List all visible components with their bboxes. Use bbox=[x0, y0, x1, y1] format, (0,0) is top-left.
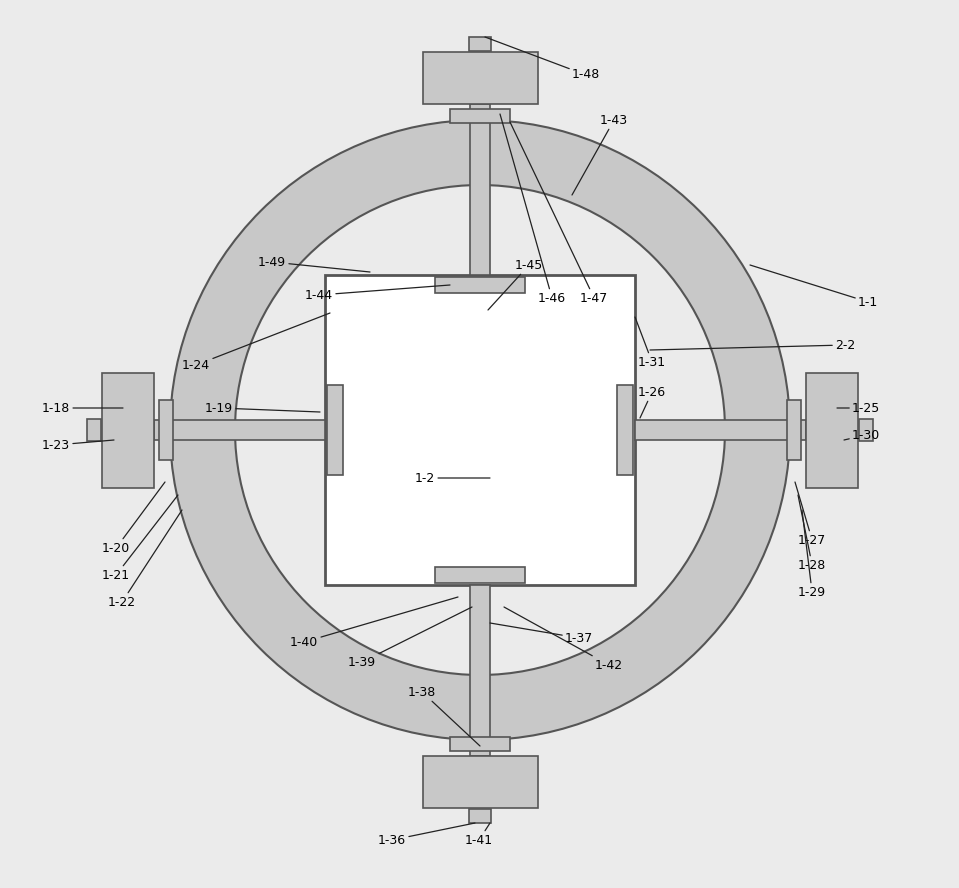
Text: 1-2: 1-2 bbox=[415, 472, 490, 485]
Text: 2-2: 2-2 bbox=[650, 338, 855, 352]
Text: 1-24: 1-24 bbox=[182, 313, 330, 371]
Text: 1-26: 1-26 bbox=[638, 385, 667, 418]
Text: 1-22: 1-22 bbox=[108, 510, 182, 608]
Text: 1-25: 1-25 bbox=[837, 401, 880, 415]
Text: 1-29: 1-29 bbox=[798, 510, 826, 599]
Text: 1-30: 1-30 bbox=[844, 429, 880, 441]
Bar bbox=[806, 372, 858, 488]
Text: 1-43: 1-43 bbox=[572, 114, 628, 195]
Text: 1-36: 1-36 bbox=[378, 823, 475, 846]
Text: 1-44: 1-44 bbox=[305, 285, 450, 302]
Bar bbox=[469, 37, 491, 51]
Bar bbox=[87, 419, 101, 441]
Text: 1-40: 1-40 bbox=[290, 597, 458, 648]
Text: 1-38: 1-38 bbox=[408, 686, 480, 746]
Text: 1-23: 1-23 bbox=[42, 439, 114, 451]
Bar bbox=[423, 756, 537, 808]
Bar bbox=[159, 400, 173, 460]
Text: 1-28: 1-28 bbox=[798, 495, 827, 572]
Bar bbox=[450, 109, 510, 123]
Text: 1-27: 1-27 bbox=[795, 482, 827, 546]
Bar bbox=[435, 277, 525, 293]
Bar bbox=[423, 52, 537, 104]
Text: 1-49: 1-49 bbox=[258, 256, 370, 272]
Text: 1-39: 1-39 bbox=[348, 607, 472, 669]
Bar bbox=[450, 737, 510, 751]
Text: 1-48: 1-48 bbox=[485, 37, 600, 82]
Text: 1-1: 1-1 bbox=[750, 265, 878, 308]
Text: 1-20: 1-20 bbox=[102, 482, 165, 554]
Bar bbox=[859, 419, 873, 441]
Text: 1-41: 1-41 bbox=[465, 823, 493, 846]
Bar bbox=[617, 385, 633, 475]
Circle shape bbox=[235, 185, 725, 675]
Circle shape bbox=[170, 120, 790, 740]
Bar bbox=[102, 372, 154, 488]
Text: 1-31: 1-31 bbox=[635, 317, 667, 369]
Bar bbox=[635, 420, 806, 440]
Bar bbox=[469, 809, 491, 823]
Text: 1-46: 1-46 bbox=[500, 114, 566, 305]
Text: 1-42: 1-42 bbox=[504, 607, 623, 671]
Bar bbox=[327, 385, 343, 475]
Bar bbox=[154, 420, 325, 440]
Text: 1-21: 1-21 bbox=[102, 495, 178, 582]
Bar bbox=[470, 104, 490, 275]
Bar bbox=[325, 275, 635, 585]
Text: 1-18: 1-18 bbox=[42, 401, 123, 415]
Bar bbox=[435, 567, 525, 583]
Text: 1-37: 1-37 bbox=[490, 623, 594, 645]
Text: 1-19: 1-19 bbox=[205, 401, 320, 415]
Text: 1-45: 1-45 bbox=[488, 258, 543, 310]
Bar bbox=[787, 400, 801, 460]
Text: 1-47: 1-47 bbox=[510, 122, 608, 305]
Bar bbox=[470, 585, 490, 756]
